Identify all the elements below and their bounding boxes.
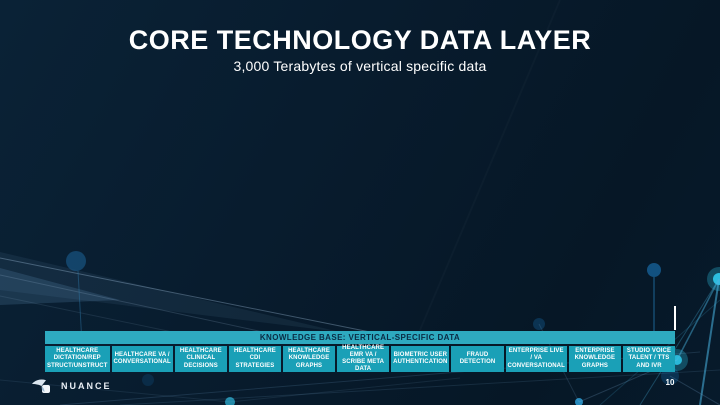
kb-item: HEALTHCARE KNOWLEDGE GRAPHS	[282, 346, 336, 372]
brand-name: NUANCE	[61, 380, 112, 391]
text-cursor	[674, 306, 676, 330]
kb-item: FRAUD DETECTION	[451, 346, 504, 372]
kb-item: HEALTHCARE EMR VA / SCRIBE META DATA	[337, 345, 390, 372]
kb-item: ENTERPRISE KNOWLEDGE GRAPHS	[568, 346, 621, 372]
kb-item: HEALTHCARE CLINICAL DECISIONS	[174, 346, 227, 372]
kb-item: ENTERPRISE LIVE / VA CONVERSATIONAL	[505, 346, 567, 372]
brand-logo: NUANCE	[31, 377, 112, 394]
kb-item: STUDIO VOICE TALENT / TTS AND IVR	[622, 346, 676, 372]
kb-item: HEALTHCARE DICTATION/REP STRUCT/UNSTRUCT	[45, 346, 110, 372]
slide-title: CORE TECHNOLOGY DATA LAYER	[128, 25, 592, 55]
knowledge-base-banner: KNOWLEDGE BASE: VERTICAL-SPECIFIC DATA H…	[45, 331, 676, 372]
knowledge-base-row: HEALTHCARE DICTATION/REP STRUCT/UNSTRUCT…	[45, 345, 676, 372]
kb-item: HEALTHCARE VA / CONVERSATIONAL	[111, 346, 173, 372]
kb-item: BIOMETRIC USER AUTHENTICATION	[391, 346, 450, 372]
slide-subtitle: 3,000 Terabytes of vertical specific dat…	[233, 58, 487, 75]
kb-item: HEALTHCARE CDI STRATEGIES	[228, 346, 281, 372]
knowledge-base-header: KNOWLEDGE BASE: VERTICAL-SPECIFIC DATA	[45, 331, 675, 344]
title-block: CORE TECHNOLOGY DATA LAYER 3,000 Terabyt…	[0, 25, 720, 75]
page-number: 10	[665, 378, 675, 387]
nuance-swoosh-icon	[32, 379, 50, 393]
